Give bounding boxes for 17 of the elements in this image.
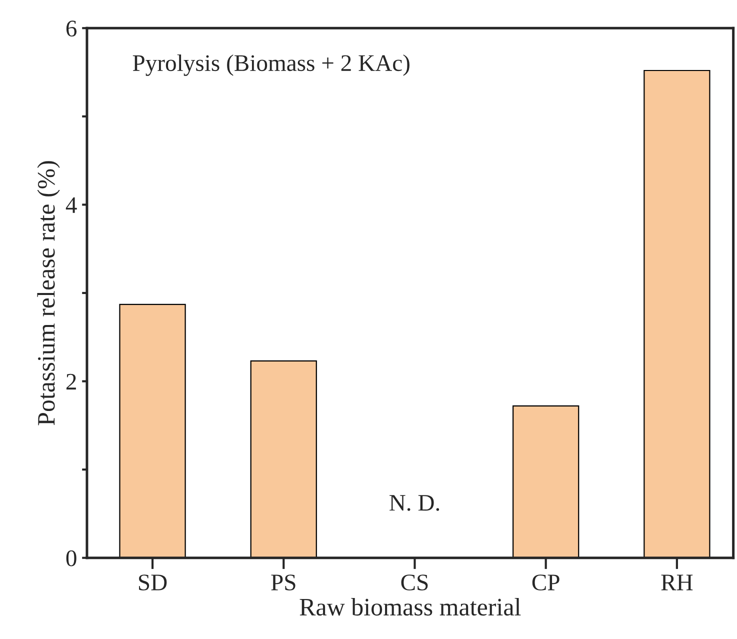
y-tick-label: 0 — [66, 550, 76, 566]
bar — [512, 405, 580, 558]
x-axis-title: Raw biomass material — [300, 598, 521, 616]
y-tick-label: 2 — [66, 374, 76, 390]
bar — [250, 360, 317, 558]
annotation: N. D. — [390, 495, 440, 511]
x-tick-label: SD — [139, 574, 167, 590]
annotation: Pyrolysis (Biomass + 2 KAc) — [132, 54, 410, 76]
y-tick-label: 4 — [66, 197, 77, 213]
y-axis-title: Potassium release rate (%) — [37, 161, 60, 426]
bar — [644, 70, 710, 558]
y-tick-label: 6 — [66, 20, 77, 37]
x-tick-label: PS — [271, 574, 296, 590]
x-tick-label: CS — [401, 574, 428, 590]
x-tick-label: RH — [661, 574, 693, 590]
x-tick-label: CP — [532, 574, 560, 590]
bar — [119, 304, 186, 558]
